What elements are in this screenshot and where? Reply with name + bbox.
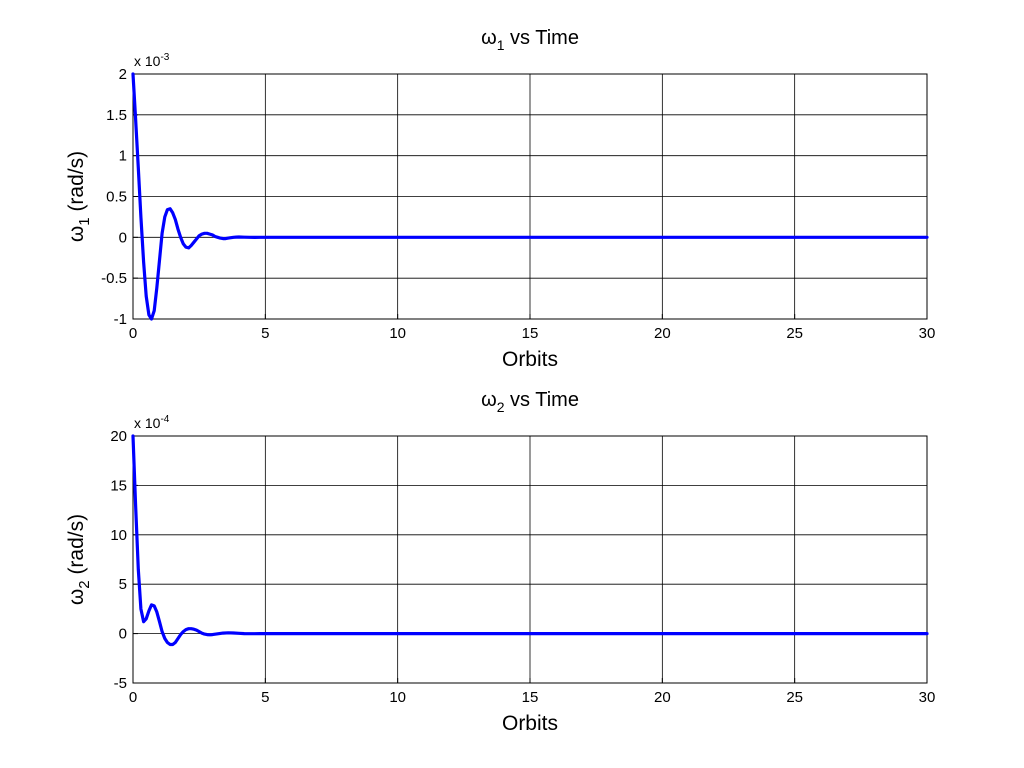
y-axis-label-rest: (rad/s)	[65, 514, 88, 581]
y-tick-label: -0.5	[101, 270, 127, 287]
x-tick-label: 25	[786, 325, 803, 342]
x-tick-label: 0	[129, 689, 137, 706]
x-tick-label: 0	[129, 325, 137, 342]
x-axis-label: Orbits	[502, 712, 558, 735]
exponent-power: -4	[160, 414, 169, 425]
y-axis-label-subscript: 1	[76, 217, 93, 225]
y-tick-label: 1.5	[106, 107, 127, 124]
y-axis-label-symbol: ω	[65, 226, 88, 242]
exponent-label: x 10-4	[134, 414, 170, 431]
y-tick-label: 10	[110, 527, 127, 544]
chart-panel-omega1: 0 5 10 15 20 25 30-1-0.500.511.52x 10-3ω1 vs T…	[65, 27, 935, 371]
chart-title-rest: vs Time	[504, 389, 578, 411]
y-tick-label: 5	[119, 576, 127, 593]
y-axis-label: ω1 (rad/s)	[65, 151, 93, 242]
chart-title-symbol: ω	[481, 389, 497, 411]
chart-title-rest: vs Time	[504, 27, 578, 49]
y-tick-label: 0	[119, 229, 127, 246]
chart-title: ω1 vs Time	[481, 27, 579, 53]
y-tick-label: 1	[119, 148, 127, 165]
exponent-label: x 10-3	[134, 52, 170, 69]
exponent-base: x 10	[134, 415, 161, 431]
y-tick-label: 0.5	[106, 189, 127, 206]
chart-title-symbol: ω	[481, 27, 497, 49]
x-tick-label: 30	[919, 689, 936, 706]
y-tick-label: 0	[119, 626, 127, 643]
x-tick-label: 20	[654, 325, 671, 342]
x-tick-label: 20	[654, 689, 671, 706]
chart-title: ω2 vs Time	[481, 389, 579, 415]
x-tick-label: 15	[522, 689, 539, 706]
y-tick-label: 20	[110, 428, 127, 445]
chart-title-subscript: 2	[497, 399, 505, 415]
series-line	[131, 72, 929, 321]
y-axis-label-symbol: ω	[65, 589, 88, 605]
exponent-base: x 10	[134, 53, 161, 69]
y-axis-label: ω2 (rad/s)	[65, 514, 93, 605]
exponent-power: -3	[160, 52, 169, 63]
series-line	[131, 434, 929, 647]
chart-title-subscript: 1	[497, 37, 505, 53]
y-tick-label: 2	[119, 66, 127, 83]
y-tick-label: 15	[110, 477, 127, 494]
y-tick-label: -1	[114, 311, 127, 328]
y-axis-label-rest: (rad/s)	[65, 151, 88, 218]
y-tick-label: -5	[114, 675, 127, 692]
x-tick-label: 15	[522, 325, 539, 342]
x-tick-label: 5	[261, 325, 269, 342]
x-tick-label: 10	[389, 325, 406, 342]
axes-box	[132, 73, 928, 320]
x-tick-label: 30	[919, 325, 936, 342]
axes-box	[132, 435, 928, 684]
x-tick-label: 10	[389, 689, 406, 706]
x-axis-label: Orbits	[502, 348, 558, 371]
x-tick-label: 25	[786, 689, 803, 706]
x-tick-label: 5	[261, 689, 269, 706]
y-axis-label-subscript: 2	[76, 580, 93, 588]
